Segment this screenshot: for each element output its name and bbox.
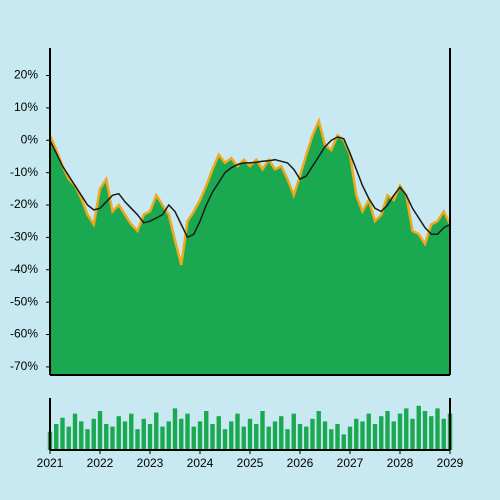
volume-bar (341, 434, 346, 450)
volume-bar (85, 429, 90, 450)
volume-bar (154, 412, 159, 450)
volume-bar (329, 429, 334, 450)
volume-bar (391, 421, 396, 450)
volume-bar (97, 411, 103, 450)
volume-bar (160, 426, 165, 450)
x-tick-label: 2023 (137, 456, 164, 470)
volume-bar (416, 405, 421, 450)
volume-bar (366, 413, 371, 450)
volume-bar (54, 424, 59, 450)
y-tick-label: 10% (14, 100, 38, 114)
volume-bar (122, 421, 128, 450)
y-tick-label: -70% (10, 359, 38, 373)
y-tick-label: -30% (10, 230, 38, 244)
volume-bar (147, 424, 153, 450)
y-tick-label: -20% (10, 197, 38, 211)
volume-bar (79, 421, 84, 450)
volume-bar (410, 418, 415, 450)
volume-bar (279, 416, 284, 450)
x-tick-label: 2028 (387, 456, 414, 470)
volume-bar (441, 418, 446, 450)
area (50, 120, 450, 375)
volume-bar (322, 421, 328, 450)
volume-bar (66, 426, 71, 450)
volume-bar (360, 421, 365, 450)
volume-bar (191, 426, 196, 450)
volume-bar (204, 411, 209, 450)
volume-bar (354, 418, 359, 450)
volume-bar (60, 417, 65, 450)
x-tick-label: 2021 (37, 456, 64, 470)
volume-bar (435, 408, 440, 450)
x-tick-label: 2025 (237, 456, 264, 470)
volume-bar (316, 411, 321, 450)
y-tick-label: -60% (10, 327, 38, 341)
volume-bar (247, 418, 253, 450)
volume-bar (222, 429, 228, 450)
volume-bar (347, 426, 353, 450)
volume-bar (304, 426, 309, 450)
area-edge (48, 116, 452, 266)
volume-bar (210, 424, 215, 450)
volume-bar (291, 413, 296, 450)
volume-bar (310, 418, 315, 450)
volume-bar (91, 418, 96, 450)
y-tick-label: 20% (14, 68, 38, 82)
volume-bar (166, 421, 171, 450)
volume-bar (229, 421, 234, 450)
x-tick-label: 2022 (87, 456, 114, 470)
volume-bar (141, 418, 146, 450)
volume-bar (335, 424, 340, 450)
volume-bar (116, 416, 121, 450)
volume-bar (272, 421, 278, 450)
volume-bar (285, 429, 290, 450)
volume-bar (179, 418, 184, 450)
volume-bar (235, 413, 240, 450)
volume-bar (397, 413, 403, 450)
volume-bar (385, 411, 390, 450)
volume-bar (172, 408, 178, 450)
x-tick-label: 2027 (337, 456, 364, 470)
volume-bar (135, 429, 140, 450)
volume-bar (110, 426, 115, 450)
y-tick-label: -50% (10, 294, 38, 308)
y-tick-label: -10% (10, 165, 38, 179)
volume-bar (260, 411, 265, 450)
y-tick-label: 0% (21, 132, 39, 146)
volume-bar (197, 421, 203, 450)
volume-bar (129, 413, 134, 450)
volume-bar (254, 424, 259, 450)
volume-bar (372, 424, 378, 450)
volume-bar (104, 424, 109, 450)
volume-bar (404, 408, 409, 450)
volume-bar (266, 426, 271, 450)
x-tick-label: 2026 (287, 456, 314, 470)
line (49, 136, 451, 239)
volume-bar (216, 416, 221, 450)
volume-bar (297, 424, 303, 450)
x-tick-label: 2024 (187, 456, 214, 470)
volume-bar (72, 413, 78, 450)
volume-bar (185, 413, 190, 450)
volume-bar (422, 411, 428, 450)
volume-bar (379, 416, 384, 450)
x-tick-label: 2029 (437, 456, 464, 470)
volume-bar (429, 416, 434, 450)
volume-bar (241, 426, 246, 450)
y-tick-label: -40% (10, 262, 38, 276)
